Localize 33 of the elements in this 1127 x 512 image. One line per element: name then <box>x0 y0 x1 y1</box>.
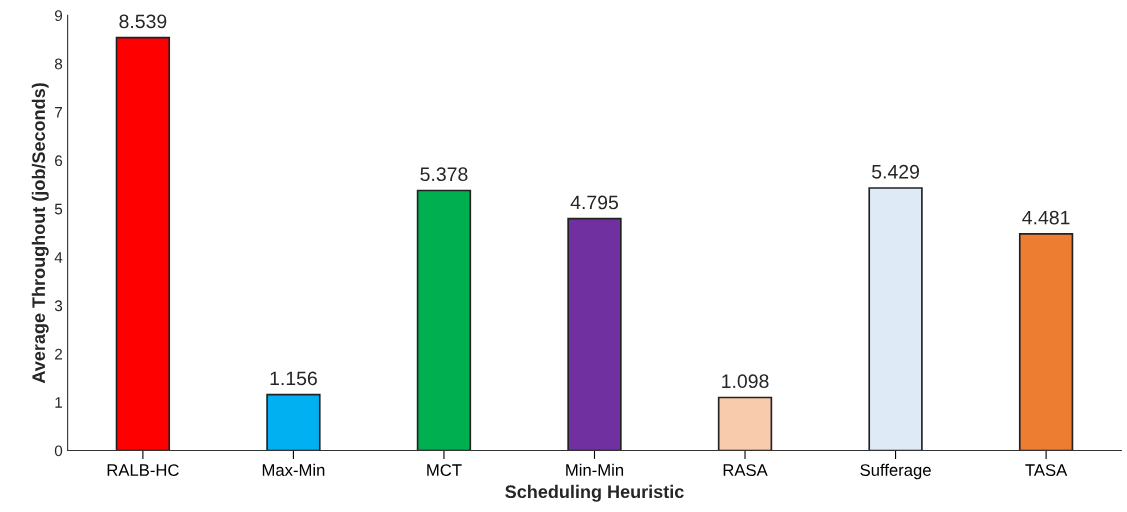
data-label: 4.795 <box>570 195 619 210</box>
y-tick-label: 7 <box>55 107 62 118</box>
data-label: 1.098 <box>722 374 769 389</box>
y-tick-label: 0 <box>54 445 63 457</box>
x-tick-label: RALB-HC <box>107 464 179 476</box>
bar <box>115 36 171 451</box>
x-tick-label: Max-Min <box>262 463 325 476</box>
data-label: 5.429 <box>872 164 919 179</box>
y-tick-label: 1 <box>55 397 63 408</box>
bar <box>266 393 321 451</box>
y-tick-label: 4 <box>54 252 63 263</box>
y-axis-title: Average Throughout (job/Seconds) <box>31 83 49 384</box>
bar <box>717 396 773 451</box>
bar <box>868 187 923 451</box>
x-axis-title: Scheduling Heuristic <box>505 484 684 502</box>
x-tick-label: Min-Min <box>566 463 624 476</box>
x-tick-label: Sufferage <box>860 463 931 480</box>
data-label: 1.156 <box>270 371 317 386</box>
y-tick-label: 9 <box>54 10 63 22</box>
data-label: 5.378 <box>420 167 468 182</box>
y-tick-label: 3 <box>54 300 63 312</box>
x-tick-label: RASA <box>723 464 768 476</box>
y-tick-label: 6 <box>55 155 63 167</box>
bar <box>1018 233 1074 451</box>
bar <box>567 217 622 451</box>
x-tick-label: TASA <box>1025 464 1068 476</box>
y-tick-label: 2 <box>55 348 62 360</box>
data-label: 4.481 <box>1022 210 1070 225</box>
x-tick-label: MCT <box>427 464 462 476</box>
bar <box>416 189 472 451</box>
y-tick-label: 8 <box>54 58 63 70</box>
data-label: 8.539 <box>119 14 167 29</box>
y-tick-label: 5 <box>54 203 63 215</box>
